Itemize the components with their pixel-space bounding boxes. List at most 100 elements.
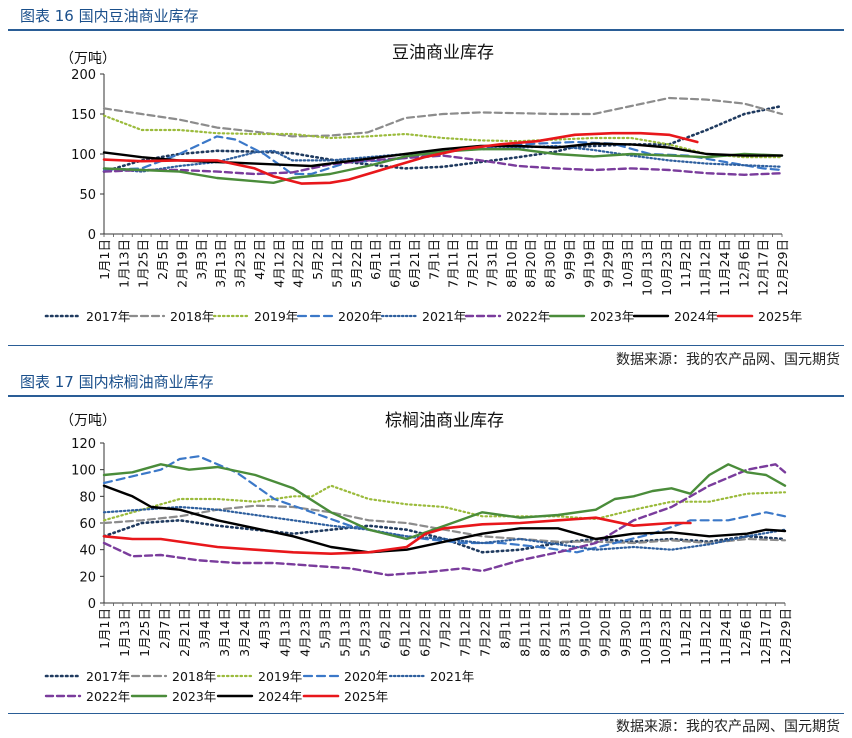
x-tick-label: 6月22日 xyxy=(417,608,432,657)
x-tick-label: 10月23日 xyxy=(658,608,673,665)
x-tick-label: 11月12日 xyxy=(698,608,713,665)
y-axis-unit-label: （万吨） xyxy=(60,413,116,429)
legend-label: 2025年 xyxy=(758,309,802,324)
soybean-oil-inventory-chart: 豆油商业库存 （万吨） 0 50 100 150 200 1月1日 1月13日 1月25日 2月5日… xyxy=(44,43,802,324)
x-tick-label: 2月7日 xyxy=(157,608,172,649)
series-line-2025年 xyxy=(102,516,692,555)
legend-label: 2024年 xyxy=(258,689,302,704)
legend-label: 2025年 xyxy=(344,689,388,704)
x-tick-label: 10月3日 xyxy=(620,239,635,288)
x-tick-label: 7月31日 xyxy=(484,239,499,288)
x-tick-label: 6月12日 xyxy=(397,608,412,657)
chart-title: 棕榈油商业库存 xyxy=(385,411,504,431)
y-tick-label: 100 xyxy=(71,464,96,479)
x-tick-label: 1月13日 xyxy=(116,239,131,288)
y-tick-label: 0 xyxy=(88,597,96,612)
x-tick-label: 9月19日 xyxy=(581,239,596,288)
x-tick-label: 4月23日 xyxy=(297,608,312,657)
x-tick-label: 1月1日 xyxy=(97,239,112,280)
x-tick-label: 9月20日 xyxy=(598,608,613,657)
series-line-2019年 xyxy=(102,114,784,159)
chart-title: 豆油商业库存 xyxy=(392,43,494,63)
legend-label: 2021年 xyxy=(422,309,466,324)
x-tick-label: 7月1日 xyxy=(426,239,441,280)
figure-17-caption: 图表 17 国内棕榈油商业库存 xyxy=(20,373,214,391)
y-axis-unit-label: （万吨） xyxy=(60,51,116,67)
x-tick-label: 7月2日 xyxy=(438,608,453,649)
legend-label: 2017年 xyxy=(86,309,130,324)
legend-label: 2020年 xyxy=(344,669,388,684)
x-tick-label: 7月12日 xyxy=(458,608,473,657)
y-tick-label: 60 xyxy=(79,517,96,532)
series-line-2023年 xyxy=(102,148,784,184)
x-tick-label: 11月24日 xyxy=(717,239,732,296)
x-tick-label: 8月10日 xyxy=(504,239,519,288)
y-tick-label: 150 xyxy=(71,108,96,123)
x-tick-label: 3月3日 xyxy=(194,239,209,280)
x-tick-label: 4月12日 xyxy=(271,239,286,288)
series-line-2021年 xyxy=(102,505,787,551)
series-line-2022年 xyxy=(102,154,784,176)
x-tick-label: 3月23日 xyxy=(233,239,248,288)
x-tick-label: 5月12日 xyxy=(329,239,344,288)
x-tick-label: 2月21日 xyxy=(177,608,192,657)
x-tick-label: 12月6日 xyxy=(738,608,753,657)
x-tick-label: 8月1日 xyxy=(498,608,513,649)
series-line-2018年 xyxy=(102,96,784,138)
x-tick-label: 4月2日 xyxy=(252,239,267,280)
x-tick-label: 5月13日 xyxy=(337,608,352,657)
figure-16-caption: 图表 16 国内豆油商业库存 xyxy=(20,7,199,25)
x-tick-label: 11月24日 xyxy=(718,608,733,665)
x-tick-label: 9月29日 xyxy=(601,239,616,288)
x-tick-label: 1月13日 xyxy=(117,608,132,657)
x-tick-label: 10月23日 xyxy=(659,239,674,296)
series-line-2025年 xyxy=(102,131,699,185)
legend-label: 2022年 xyxy=(86,689,130,704)
x-tick-label: 3月13日 xyxy=(213,239,228,288)
x-tick-label: 3月14日 xyxy=(217,608,232,657)
x-tick-label: 12月17日 xyxy=(756,239,771,296)
legend-label: 2021年 xyxy=(430,669,474,684)
x-tick-label: 4月13日 xyxy=(277,608,292,657)
x-tick-label: 5月3日 xyxy=(317,608,332,649)
x-tick-label: 12月17日 xyxy=(758,608,773,665)
series-line-2024年 xyxy=(102,484,787,554)
x-tick-label: 3月4日 xyxy=(197,608,212,649)
x-tick-label: 5月23日 xyxy=(357,608,372,657)
y-tick-label: 200 xyxy=(71,68,96,83)
x-tick-label: 1月1日 xyxy=(97,608,112,649)
x-tick-label: 10月13日 xyxy=(639,239,654,296)
x-tick-label: 7月11日 xyxy=(446,239,461,288)
x-tick-label: 8月31日 xyxy=(558,608,573,657)
figure-16-bottom-rule xyxy=(8,345,844,346)
legend-label: 2022年 xyxy=(506,309,550,324)
x-tick-label: 8月11日 xyxy=(518,608,533,657)
legend-label: 2018年 xyxy=(172,669,216,684)
x-tick-label: 8月20日 xyxy=(523,239,538,288)
legend-label: 2017年 xyxy=(86,669,130,684)
x-tick-label: 2月5日 xyxy=(155,239,170,280)
x-tick-label: 12月29日 xyxy=(775,239,790,296)
x-tick-label: 2月19日 xyxy=(174,239,189,288)
x-tick-label: 11月12日 xyxy=(698,239,713,296)
y-tick-label: 20 xyxy=(79,570,96,585)
x-tick-label: 6月2日 xyxy=(377,608,392,649)
x-tick-label: 3月24日 xyxy=(237,608,252,657)
x-tick-label: 6月11日 xyxy=(388,239,403,288)
x-tick-label: 9月10日 xyxy=(578,608,593,657)
x-tick-label: 7月21日 xyxy=(465,239,480,288)
x-tick-label: 9月9日 xyxy=(562,239,577,280)
series-line-2019年 xyxy=(102,484,787,522)
y-tick-label: 40 xyxy=(79,544,96,559)
series-line-2020年 xyxy=(102,455,787,554)
x-tick-label: 8月21日 xyxy=(538,608,553,657)
legend-label: 2018年 xyxy=(170,309,214,324)
y-tick-label: 50 xyxy=(79,188,96,203)
legend-label: 2019年 xyxy=(254,309,298,324)
x-tick-label: 11月2日 xyxy=(678,608,693,657)
x-tick-label: 12月29日 xyxy=(778,608,793,665)
x-tick-label: 9月30日 xyxy=(618,608,633,657)
y-tick-label: 120 xyxy=(71,437,96,452)
y-tick-label: 100 xyxy=(71,148,96,163)
legend-label: 2019年 xyxy=(258,669,302,684)
